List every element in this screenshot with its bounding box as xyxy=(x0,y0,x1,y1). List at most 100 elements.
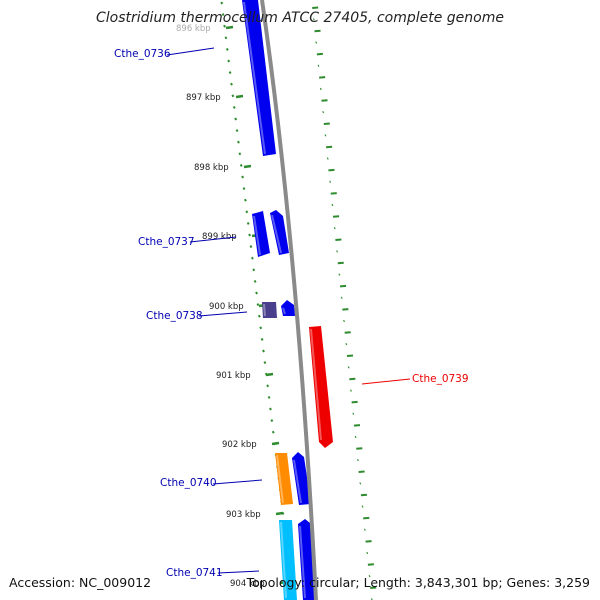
gene-feature[interactable] xyxy=(292,452,311,505)
ruler-label: 897 kbp xyxy=(186,93,221,103)
tick-mark xyxy=(338,273,341,276)
gene-label[interactable]: Cthe_0736 xyxy=(114,48,171,60)
tick-mark xyxy=(359,482,362,485)
gene-feature[interactable] xyxy=(281,300,295,316)
tick-mark xyxy=(257,314,261,318)
gene-feature[interactable] xyxy=(262,302,277,318)
major-tick xyxy=(243,164,252,169)
feature-highlight xyxy=(253,215,261,256)
map-title: Clostridium thermocellum ATCC 27405, com… xyxy=(96,10,504,26)
tick-mark xyxy=(356,459,359,462)
tick-mark xyxy=(328,168,335,172)
tick-mark xyxy=(238,152,242,156)
gene-label[interactable]: Cthe_0741 xyxy=(166,567,223,579)
gene-feature[interactable] xyxy=(242,0,276,156)
tick-mark xyxy=(227,59,231,63)
gene-feature[interactable] xyxy=(279,520,297,600)
ruler-label: 902 kbp xyxy=(222,440,257,450)
tick-mark xyxy=(255,291,258,295)
gene-feature[interactable] xyxy=(270,210,289,255)
tick-mark xyxy=(343,319,345,323)
tick-mark xyxy=(322,111,325,114)
tick-mark xyxy=(260,337,264,341)
tick-mark xyxy=(248,233,251,237)
tick-mark xyxy=(250,256,254,260)
major-tick xyxy=(265,372,274,377)
gene-feature[interactable] xyxy=(298,519,316,600)
tick-mark xyxy=(346,354,354,357)
feature-highlight xyxy=(280,521,287,599)
gene-label[interactable]: Cthe_0739 xyxy=(412,373,469,385)
tick-mark xyxy=(335,238,342,241)
ruler-label: 899 kbp xyxy=(202,232,237,242)
tick-mark xyxy=(340,296,343,299)
accession-text: Accession: NC_009012 xyxy=(9,575,152,590)
tick-mark xyxy=(368,575,371,578)
major-tick xyxy=(235,94,244,99)
tick-mark xyxy=(347,366,350,369)
major-tick xyxy=(271,441,280,446)
tick-mark xyxy=(331,203,334,207)
gene-label[interactable]: Cthe_0740 xyxy=(160,477,217,489)
gene-label[interactable]: Cthe_0737 xyxy=(138,236,195,248)
ruler-label: 898 kbp xyxy=(194,163,229,173)
tick-mark xyxy=(317,64,320,67)
tick-mark xyxy=(256,303,260,307)
leader-line xyxy=(217,570,260,574)
feature-highlight xyxy=(271,214,282,254)
tick-mark xyxy=(244,198,247,202)
ruler-label: 904 kbp xyxy=(230,579,265,589)
tick-mark xyxy=(354,435,357,439)
gene-feature[interactable] xyxy=(309,326,333,448)
tick-mark xyxy=(352,412,355,415)
tick-mark xyxy=(221,13,225,17)
tick-mark xyxy=(358,470,365,473)
tick-mark xyxy=(365,540,372,543)
tick-mark xyxy=(344,331,351,334)
tick-mark xyxy=(225,47,229,51)
tick-mark xyxy=(253,279,257,283)
tick-mark xyxy=(235,129,239,133)
tick-mark xyxy=(263,361,267,365)
tick-mark xyxy=(315,41,318,44)
feature-highlight xyxy=(293,459,302,504)
gene-labels: Cthe_0736 Cthe_0737 Cthe_0738 Cthe_0739 Cthe… xyxy=(114,47,469,579)
gene-feature[interactable] xyxy=(275,453,293,505)
gene-feature[interactable] xyxy=(252,211,270,257)
tick-mark xyxy=(228,71,232,75)
ruler-label: 900 kbp xyxy=(209,302,244,312)
feature-track xyxy=(242,0,333,600)
tick-mark xyxy=(337,261,344,265)
tick-mark xyxy=(230,82,233,86)
tick-mark xyxy=(350,389,352,392)
feature-highlight xyxy=(243,1,266,155)
tick-mark xyxy=(312,18,315,21)
tick-mark xyxy=(319,76,326,79)
tick-mark xyxy=(314,29,321,33)
tick-mark xyxy=(246,221,250,225)
tick-mark xyxy=(316,52,323,56)
leader-line xyxy=(166,47,215,56)
tick-mark xyxy=(259,326,263,330)
major-tick xyxy=(225,25,234,30)
gene-label[interactable]: Cthe_0738 xyxy=(146,310,203,322)
tick-mark xyxy=(363,516,370,520)
tick-mark xyxy=(321,99,328,102)
ruler-label: 896 kbp xyxy=(176,24,211,34)
ruler-label: 903 kbp xyxy=(226,510,261,520)
tick-mark xyxy=(223,24,226,28)
ruler-labels: 896 kbp 897 kbp 898 kbp 899 kbp 900 kbp 901 k… xyxy=(176,24,288,589)
tick-mark xyxy=(367,563,374,566)
tick-mark xyxy=(336,250,339,253)
major-tick xyxy=(275,511,284,516)
tick-mark xyxy=(232,105,236,109)
tick-mark xyxy=(356,447,363,450)
tick-mark xyxy=(349,377,356,381)
tick-mark xyxy=(323,122,330,125)
tick-mark xyxy=(242,187,246,191)
leader-line xyxy=(198,311,248,317)
tick-mark xyxy=(332,215,340,218)
tick-mark xyxy=(345,343,348,346)
feature-highlight xyxy=(282,307,286,315)
